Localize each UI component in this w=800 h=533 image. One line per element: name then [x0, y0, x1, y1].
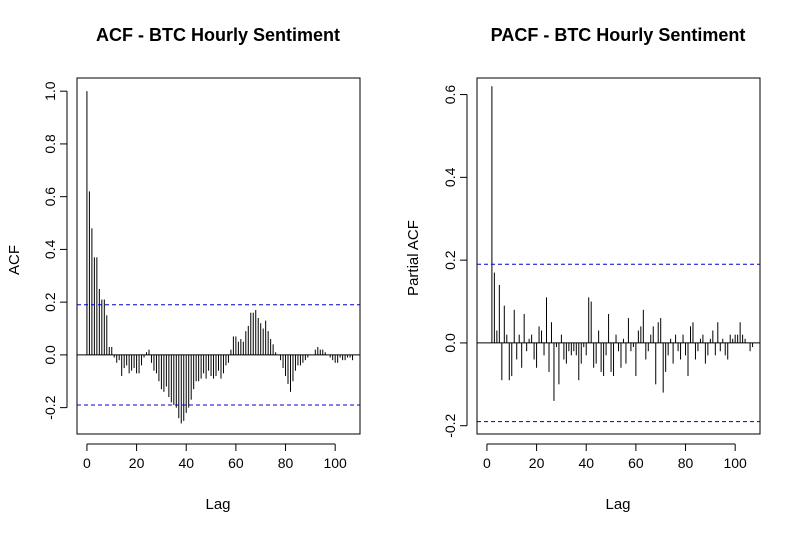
acf-y-tick-label: -0.2	[42, 395, 58, 419]
acf-x-tick-label: 100	[323, 455, 347, 471]
acf-confidence-bounds	[77, 304, 360, 406]
acf-y-axis: -0.2 0.0 0.2 0.4 0.6 0.8 1.0	[42, 81, 68, 420]
pacf-x-tick-label: 20	[529, 455, 545, 471]
pacf-y-axis: -0.2 0.0 0.2 0.4 0.6	[442, 85, 468, 438]
pacf-x-tick-label: 100	[723, 455, 747, 471]
acf-title: ACF - BTC Hourly Sentiment	[96, 25, 340, 45]
pacf-y-tick-label: 0.4	[442, 167, 458, 187]
pacf-panel: PACF - BTC Hourly Sentiment Lag Partial …	[405, 25, 761, 513]
acf-x-tick-label: 80	[278, 455, 294, 471]
pacf-y-tick-label: 0.0	[442, 333, 458, 353]
pacf-x-tick-label: 40	[578, 455, 594, 471]
pacf-x-tick-label: 80	[678, 455, 694, 471]
acf-bars	[77, 91, 360, 424]
acf-x-axis-label: Lag	[205, 496, 230, 513]
pacf-title: PACF - BTC Hourly Sentiment	[491, 25, 746, 45]
pacf-y-tick-label: 0.6	[442, 85, 458, 105]
acf-y-tick-label: 0.2	[42, 292, 58, 312]
pacf-x-axis-label: Lag	[605, 496, 630, 513]
acf-y-tick-label: 0.6	[42, 187, 58, 207]
pacf-y-axis-label: Partial ACF	[405, 220, 422, 296]
acf-x-tick-label: 40	[178, 455, 194, 471]
pacf-y-tick-label: 0.2	[442, 250, 458, 270]
pacf-bars	[477, 86, 760, 401]
acf-y-axis-label: ACF	[6, 245, 23, 275]
pacf-x-tick-label: 0	[483, 455, 491, 471]
pacf-plot-frame	[476, 77, 761, 435]
pacf-confidence-bounds	[477, 263, 760, 423]
acf-x-tick-label: 60	[228, 455, 244, 471]
acf-x-tick-label: 0	[83, 455, 91, 471]
pacf-x-tick-label: 60	[628, 455, 644, 471]
acf-y-tick-label: 0.4	[42, 239, 58, 259]
acf-y-tick-label: 1.0	[42, 81, 58, 101]
acf-y-tick-label: 0.8	[42, 134, 58, 154]
acf-y-tick-label: 0.0	[42, 345, 58, 365]
pacf-x-axis: 0 20 40 60 80 100	[483, 443, 747, 471]
acf-panel: ACF - BTC Hourly Sentiment Lag ACF 0 20 40…	[6, 25, 361, 513]
acf-x-tick-label: 20	[129, 455, 145, 471]
acf-x-axis: 0 20 40 60 80 100	[83, 443, 347, 471]
acf-plot-frame	[76, 77, 361, 435]
pacf-y-tick-label: -0.2	[442, 413, 458, 437]
